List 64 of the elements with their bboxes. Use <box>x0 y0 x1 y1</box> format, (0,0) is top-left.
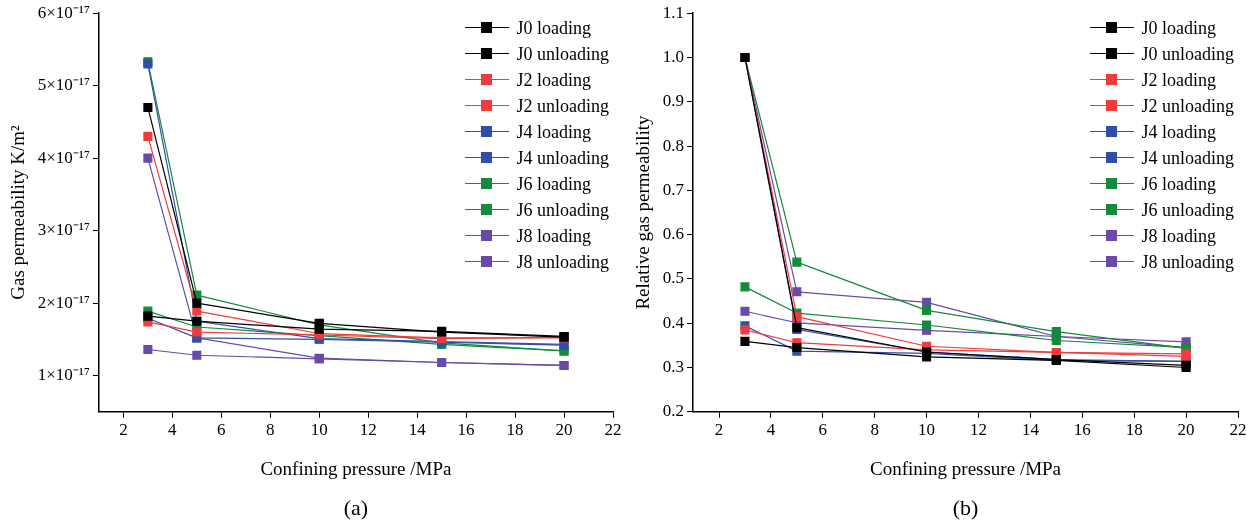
x-axis-title: Confining pressure /MPa <box>260 457 453 479</box>
x-axis-title: Confining pressure /MPa <box>870 457 1062 479</box>
text: (a) <box>343 495 369 520</box>
legend-label: J4 loading <box>1141 121 1216 143</box>
legend-label: J6 unloading <box>516 199 609 221</box>
y-tick-label: 2×10⁻¹⁷ <box>37 292 90 312</box>
legend-label: J6 unloading <box>1141 199 1234 221</box>
x-tick-label: 18 <box>1125 420 1143 440</box>
legend-label: J8 loading <box>516 225 591 247</box>
x-tick-label: 2 <box>119 420 128 440</box>
y-tick-label: 5×10⁻¹⁷ <box>37 75 90 95</box>
x-tick-label: 22 <box>1229 420 1247 440</box>
x-tick-label: 10 <box>310 420 328 440</box>
x-tick-label: 8 <box>870 420 879 440</box>
text: (b) <box>952 495 979 520</box>
legend-label: J2 unloading <box>1141 95 1234 117</box>
legend-label: J4 loading <box>516 121 591 143</box>
x-tick-label: 22 <box>604 420 622 440</box>
y-tick-label: 1.1 <box>662 2 685 22</box>
legend-label: J2 loading <box>1141 69 1216 91</box>
legend-label: J0 loading <box>516 17 591 39</box>
x-tick-label: 6 <box>217 420 226 440</box>
legend-label: J8 unloading <box>516 251 609 273</box>
x-tick-label: 16 <box>1073 420 1091 440</box>
y-tick-label: 0.3 <box>662 356 685 376</box>
legend-label: J2 loading <box>516 69 591 91</box>
y-tick-label: 3×10⁻¹⁷ <box>37 220 90 240</box>
legend-label: J4 unloading <box>1141 147 1234 169</box>
y-tick-label: 0.6 <box>662 224 685 244</box>
legend-label: J6 loading <box>516 173 591 195</box>
y-tick-label: 0.2 <box>662 401 685 421</box>
x-tick-label: 18 <box>506 420 524 440</box>
y-tick-label: 0.9 <box>662 91 685 111</box>
x-tick-label: 12 <box>359 420 377 440</box>
x-tick-label: 20 <box>555 420 573 440</box>
y-axis-title: Gas permeability K/m² <box>7 124 29 300</box>
y-tick-label: 6×10⁻¹⁷ <box>37 2 90 22</box>
legend-label: J0 loading <box>1141 17 1216 39</box>
x-tick-label: 6 <box>818 420 828 440</box>
x-tick-label: 16 <box>457 420 475 440</box>
x-tick-label: 12 <box>970 420 987 440</box>
x-tick-label: 14 <box>1021 420 1040 440</box>
y-tick-label: 4×10⁻¹⁷ <box>37 147 90 167</box>
legend-label: J8 loading <box>1141 225 1216 247</box>
x-tick-label: 14 <box>408 420 427 440</box>
y-tick-label: 1×10⁻¹⁷ <box>37 365 90 385</box>
x-tick-label: 10 <box>918 420 936 440</box>
y-tick-label: 0.7 <box>662 179 685 199</box>
legend-label: J4 unloading <box>516 147 609 169</box>
legend-label: J0 unloading <box>1141 43 1234 65</box>
legend-label: J8 unloading <box>1141 251 1234 273</box>
x-tick-label: 4 <box>168 420 178 440</box>
legend-label: J6 loading <box>1141 173 1216 195</box>
y-axis-title: Relative gas permeability <box>632 114 654 310</box>
y-tick-label: 0.4 <box>662 312 685 332</box>
y-tick-label: 0.8 <box>662 135 685 155</box>
x-tick-label: 2 <box>714 420 724 440</box>
x-tick-label: 4 <box>766 420 776 440</box>
y-tick-label: 1.0 <box>662 46 685 66</box>
legend-label: J2 unloading <box>516 95 609 117</box>
x-tick-label: 20 <box>1177 420 1195 440</box>
y-tick-label: 0.5 <box>662 268 685 288</box>
x-tick-label: 8 <box>266 420 275 440</box>
legend-label: J0 unloading <box>516 43 609 65</box>
